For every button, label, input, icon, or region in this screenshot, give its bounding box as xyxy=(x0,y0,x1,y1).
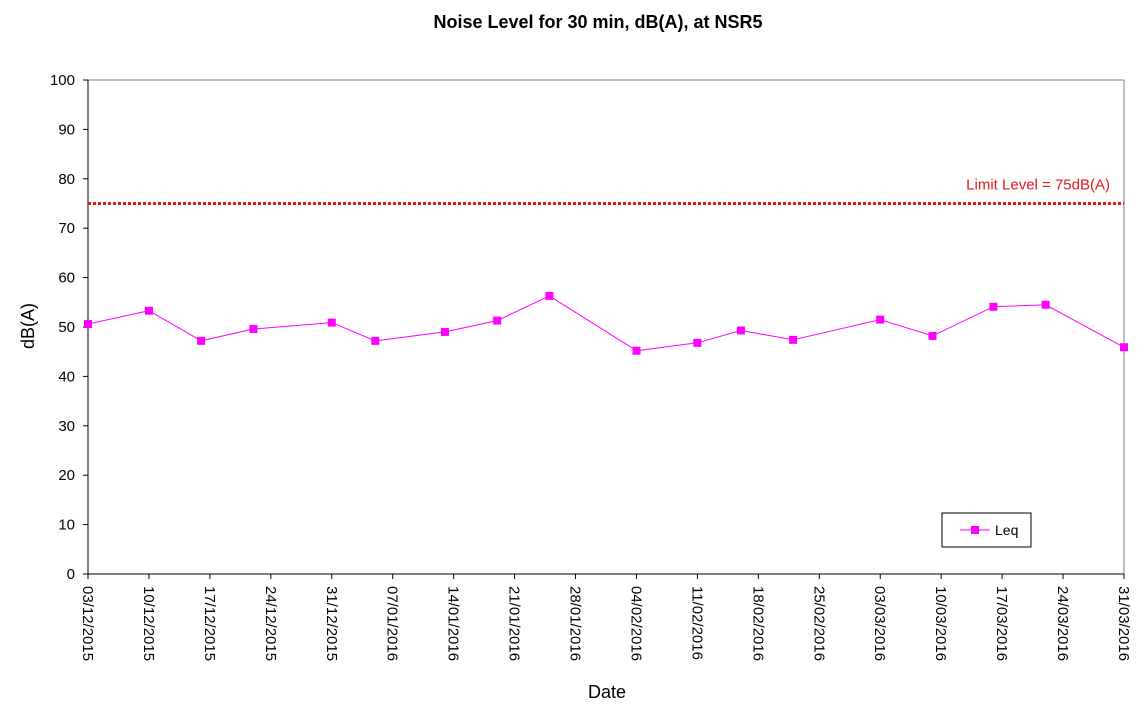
x-tick-label: 25/02/2016 xyxy=(810,586,827,661)
y-tick-label: 40 xyxy=(58,368,75,385)
x-tick-label: 07/01/2016 xyxy=(384,586,401,661)
x-tick-label: 17/12/2015 xyxy=(201,586,218,661)
y-tick-label: 10 xyxy=(58,517,75,534)
legend-entry-leq: Leq xyxy=(995,522,1018,538)
data-point-leq xyxy=(197,336,206,345)
x-tick-label: 11/02/2016 xyxy=(688,586,705,660)
y-axis: 0 10 20 30 40 50 60 70 80 90 100 xyxy=(50,72,89,583)
data-point-leq xyxy=(371,336,380,345)
data-point-leq xyxy=(545,291,554,300)
x-tick-label: 04/02/2016 xyxy=(627,586,644,661)
x-tick-label: 10/03/2016 xyxy=(932,586,949,661)
y-axis-label: dB(A) xyxy=(18,303,38,349)
y-tick-label: 0 xyxy=(67,566,75,583)
x-tick-label: 18/02/2016 xyxy=(749,586,766,661)
x-tick-label: 24/12/2015 xyxy=(262,586,279,661)
x-tick-label: 24/03/2016 xyxy=(1054,586,1071,661)
plot-area xyxy=(87,79,1125,575)
limit-line-group: Limit Level = 75dB(A) xyxy=(88,177,1124,205)
series-line-leq xyxy=(87,295,1125,352)
y-tick-label: 90 xyxy=(58,121,75,138)
y-tick-label: 70 xyxy=(58,220,75,237)
x-tick-label: 28/01/2016 xyxy=(567,586,584,661)
plot-border xyxy=(87,79,1125,575)
y-tick-label: 60 xyxy=(58,270,75,287)
legend-marker-square xyxy=(971,526,979,534)
x-tick-label: 14/01/2016 xyxy=(445,586,462,661)
y-tick-label: 30 xyxy=(58,418,75,435)
x-tick-label: 17/03/2016 xyxy=(993,586,1010,661)
data-point-leq xyxy=(1041,300,1050,309)
x-tick-label: 10/12/2015 xyxy=(140,586,157,661)
x-tick-label: 31/12/2015 xyxy=(323,586,340,661)
data-point-leq xyxy=(736,326,745,335)
x-axis: 03/12/2015 10/12/2015 17/12/2015 24/12/2015… xyxy=(79,573,1132,661)
data-point-leq xyxy=(249,324,258,333)
data-point-leq xyxy=(876,315,885,324)
limit-line-label: Limit Level = 75dB(A) xyxy=(966,177,1110,194)
data-point-leq xyxy=(632,346,641,355)
y-tick-label: 80 xyxy=(58,171,75,188)
data-point-leq xyxy=(327,318,336,327)
x-tick-label: 31/03/2016 xyxy=(1115,586,1132,661)
data-point-leq xyxy=(928,331,937,340)
x-axis-label: Date xyxy=(588,682,626,702)
data-point-leq xyxy=(493,316,502,325)
chart-title: Noise Level for 30 min, dB(A), at NSR5 xyxy=(433,12,762,32)
y-tick-label: 50 xyxy=(58,319,75,336)
data-point-leq xyxy=(84,320,92,329)
data-point-leq xyxy=(144,306,153,315)
x-tick-label: 03/03/2016 xyxy=(871,586,888,661)
series-group xyxy=(84,291,1128,355)
data-point-leq xyxy=(1120,343,1128,352)
x-tick-label: 03/12/2015 xyxy=(79,586,96,661)
legend: Leq xyxy=(941,512,1032,548)
y-tick-label: 100 xyxy=(50,72,75,89)
data-point-leq xyxy=(440,327,449,336)
x-tick-label: 21/01/2016 xyxy=(506,586,523,661)
y-tick-label: 20 xyxy=(58,467,75,484)
data-point-leq xyxy=(789,335,798,344)
data-point-leq xyxy=(693,338,702,347)
data-point-leq xyxy=(989,302,998,311)
